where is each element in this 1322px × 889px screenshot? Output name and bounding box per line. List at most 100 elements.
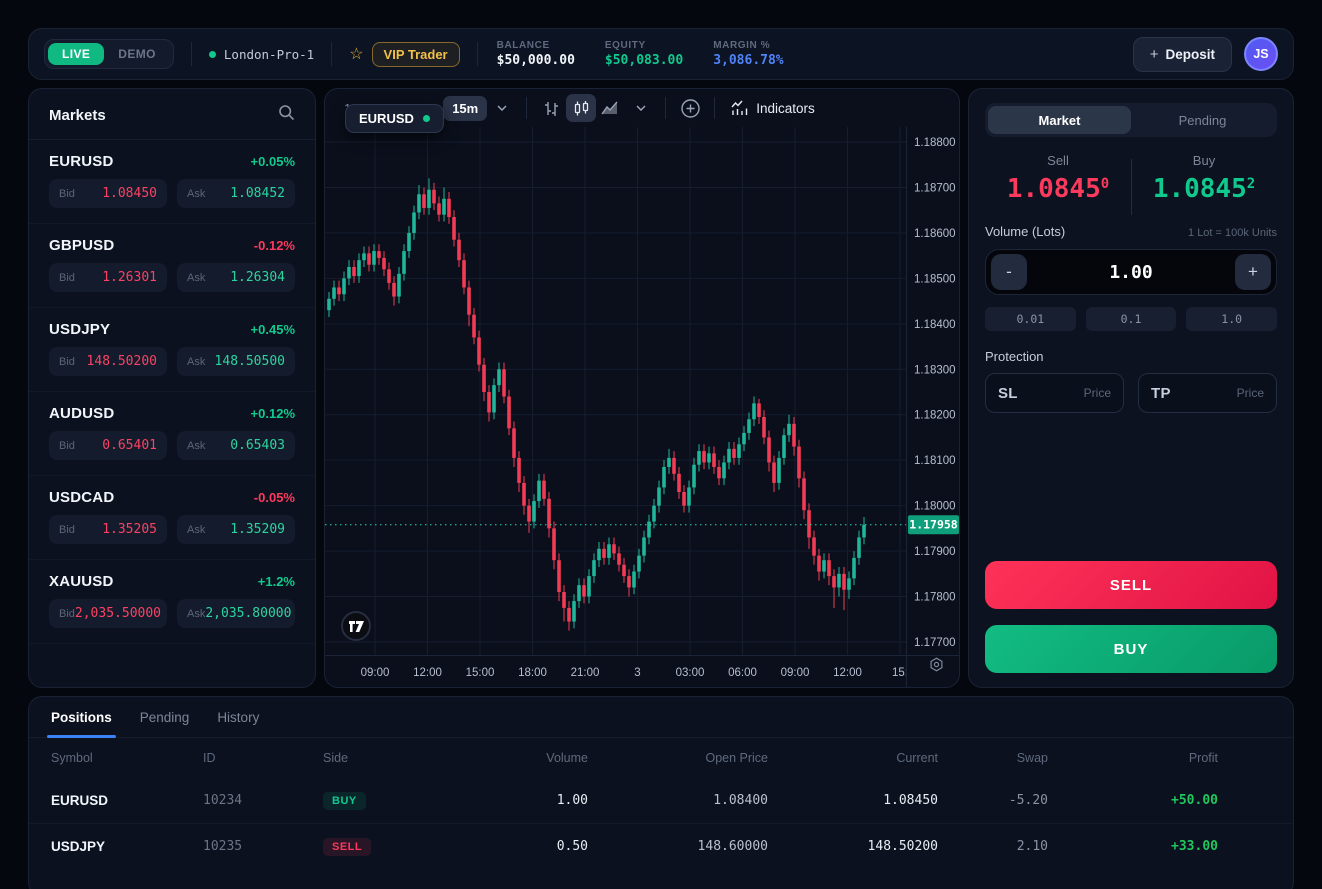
ask-value: 0.65403 (230, 438, 285, 453)
position-profit: +33.00 (1171, 838, 1218, 854)
indicators-icon (731, 100, 748, 115)
quick-volume-0.1[interactable]: 0.1 (1085, 307, 1177, 331)
bar-chart-type-icon[interactable] (536, 94, 566, 122)
price-scale-settings-icon[interactable] (929, 657, 944, 677)
server-online-dot (208, 50, 216, 58)
balance-value: $50,000.00 (496, 53, 575, 68)
margin-value: 3,086.78% (713, 53, 784, 68)
ask-quote-button[interactable]: Ask 1.08452 (177, 179, 295, 208)
volume-decrease-button[interactable]: - (991, 254, 1027, 290)
market-symbol: GBPUSD (49, 237, 115, 254)
ask-quote-button[interactable]: Ask 148.50500 (177, 347, 295, 376)
market-item-usdjpy[interactable]: USDJPY +0.45% Bid 148.50200 Ask 148.50500 (29, 308, 315, 392)
market-change: +1.2% (257, 574, 295, 589)
demo-toggle[interactable]: DEMO (118, 47, 156, 61)
tab-history[interactable]: History (217, 709, 260, 725)
user-avatar[interactable]: JS (1244, 37, 1278, 71)
market-item-top: XAUUSD +1.2% (49, 573, 295, 590)
market-item-eurusd[interactable]: EURUSD +0.05% Bid 1.08450 Ask 1.08452 (29, 140, 315, 224)
price-chart[interactable]: 1.18800 1.18700 1.18600 1.18500 1.18400 1.183… (325, 89, 959, 687)
chart-toolbar: 1m 3m 5m 15m (325, 89, 959, 127)
divider (714, 97, 716, 119)
server-name: London-Pro-1 (223, 46, 315, 62)
server-status: London-Pro-1 (208, 46, 315, 62)
order-panel: Market Pending Sell 1.08450 Buy 1.08452 … (968, 88, 1294, 688)
market-change: +0.12% (250, 406, 295, 421)
position-open-price: 1.08400 (713, 793, 768, 808)
bid-quote-button[interactable]: Bid 0.65401 (49, 431, 167, 460)
sl-label: SL (998, 384, 1018, 402)
position-symbol: EURUSD (51, 793, 109, 808)
bid-quote-button[interactable]: Bid 1.35205 (49, 515, 167, 544)
svg-text:09:00: 09:00 (781, 667, 810, 679)
markets-sidebar: Markets EURUSD +0.05% Bid 1.08450 Ask 1.08452… (28, 88, 316, 688)
stop-loss-input[interactable]: SL Price (985, 373, 1124, 413)
svg-text:09:00: 09:00 (361, 667, 390, 679)
tab-market[interactable]: Market (988, 106, 1131, 134)
buy-label: Buy (1192, 153, 1216, 168)
lot-size-hint: 1 Lot = 100k Units (1188, 227, 1277, 239)
timeframe-dropdown-chevron-icon[interactable] (487, 94, 517, 122)
order-type-tabs: Market Pending (985, 103, 1277, 137)
svg-text:1.18600: 1.18600 (914, 228, 956, 240)
quick-volume-0.01[interactable]: 0.01 (985, 307, 1076, 331)
symbol-badge[interactable]: EURUSD (345, 104, 444, 133)
sell-quote[interactable]: Sell 1.08450 (985, 153, 1131, 204)
position-side: SELL (323, 837, 443, 856)
ask-quote-button[interactable]: Ask 2,035.80000 (177, 599, 295, 628)
market-change: +0.05% (250, 154, 295, 169)
take-profit-input[interactable]: TP Price (1138, 373, 1277, 413)
market-symbol: AUDUSD (49, 405, 115, 422)
svg-text:1.18400: 1.18400 (914, 319, 956, 331)
ask-label: Ask (187, 187, 206, 200)
position-row-usdjpy[interactable]: USDJPY 10235 SELL 0.50 148.60000 148.50200 2.1… (29, 823, 1293, 868)
bid-quote-button[interactable]: Bid 2,035.50000 (49, 599, 167, 628)
chart-type-chevron-icon[interactable] (626, 94, 656, 122)
bid-quote-button[interactable]: Bid 1.26301 (49, 263, 167, 292)
bid-label: Bid (59, 187, 75, 200)
tab-pending-orders[interactable]: Pending (139, 709, 190, 725)
sl-placeholder: Price (1083, 386, 1111, 400)
tab-pending[interactable]: Pending (1178, 112, 1227, 128)
account-stats: BALANCE $50,000.00 EQUITY $50,083.00 MAR… (497, 40, 784, 68)
svg-text:12:00: 12:00 (833, 667, 862, 679)
ask-quote-button[interactable]: Ask 1.35209 (177, 515, 295, 544)
quick-volume-1.0[interactable]: 1.0 (1186, 307, 1278, 331)
indicators-button[interactable]: Indicators (724, 96, 821, 121)
sell-button[interactable]: SELL (985, 561, 1277, 609)
market-item-audusd[interactable]: AUDUSD +0.12% Bid 0.65401 Ask 0.65403 (29, 392, 315, 476)
svg-text:21:00: 21:00 (571, 667, 600, 679)
compare-add-icon[interactable] (675, 94, 705, 122)
bid-label: Bid (59, 607, 75, 620)
live-toggle[interactable]: LIVE (48, 43, 105, 65)
ask-quote-button[interactable]: Ask 0.65403 (177, 431, 295, 460)
market-item-usdcad[interactable]: USDCAD -0.05% Bid 1.35205 Ask 1.35209 (29, 476, 315, 560)
market-list: EURUSD +0.05% Bid 1.08450 Ask 1.08452 GBPUSD -0… (29, 140, 315, 644)
position-open-price: 148.60000 (697, 838, 768, 854)
bid-quote-button[interactable]: Bid 1.08450 (49, 179, 167, 208)
divider (331, 42, 333, 66)
svg-text:15:00: 15:00 (466, 667, 495, 679)
market-item-gbpusd[interactable]: GBPUSD -0.12% Bid 1.26301 Ask 1.26304 (29, 224, 315, 308)
tab-positions[interactable]: Positions (47, 697, 116, 738)
quote-prices: Sell 1.08450 Buy 1.08452 (985, 153, 1277, 215)
ask-quote-button[interactable]: Ask 1.26304 (177, 263, 295, 292)
market-item-xauusd[interactable]: XAUUSD +1.2% Bid 2,035.50000 Ask 2,035.80000 (29, 560, 315, 644)
tradingview-logo[interactable] (341, 611, 371, 641)
ask-label: Ask (187, 523, 206, 536)
volume-input[interactable]: 1.00 (1109, 261, 1153, 283)
timeframe-15m[interactable]: 15m (443, 95, 488, 121)
candlestick-chart-type-icon[interactable] (566, 94, 597, 122)
volume-stepper: - 1.00 + (985, 249, 1277, 295)
bid-quote-button[interactable]: Bid 148.50200 (49, 347, 167, 376)
area-chart-type-icon[interactable] (596, 94, 626, 122)
search-icon[interactable] (278, 104, 295, 126)
position-row-eurusd[interactable]: EURUSD 10234 BUY 1.00 1.08400 1.08450 -5.20 +50… (29, 778, 1293, 823)
divider (526, 97, 528, 119)
volume-increase-button[interactable]: + (1235, 254, 1271, 290)
account-mode-toggle[interactable]: LIVE DEMO (44, 39, 174, 69)
deposit-button[interactable]: + Deposit (1132, 36, 1232, 72)
buy-quote[interactable]: Buy 1.08452 (1131, 153, 1277, 204)
buy-button[interactable]: BUY (985, 625, 1277, 673)
